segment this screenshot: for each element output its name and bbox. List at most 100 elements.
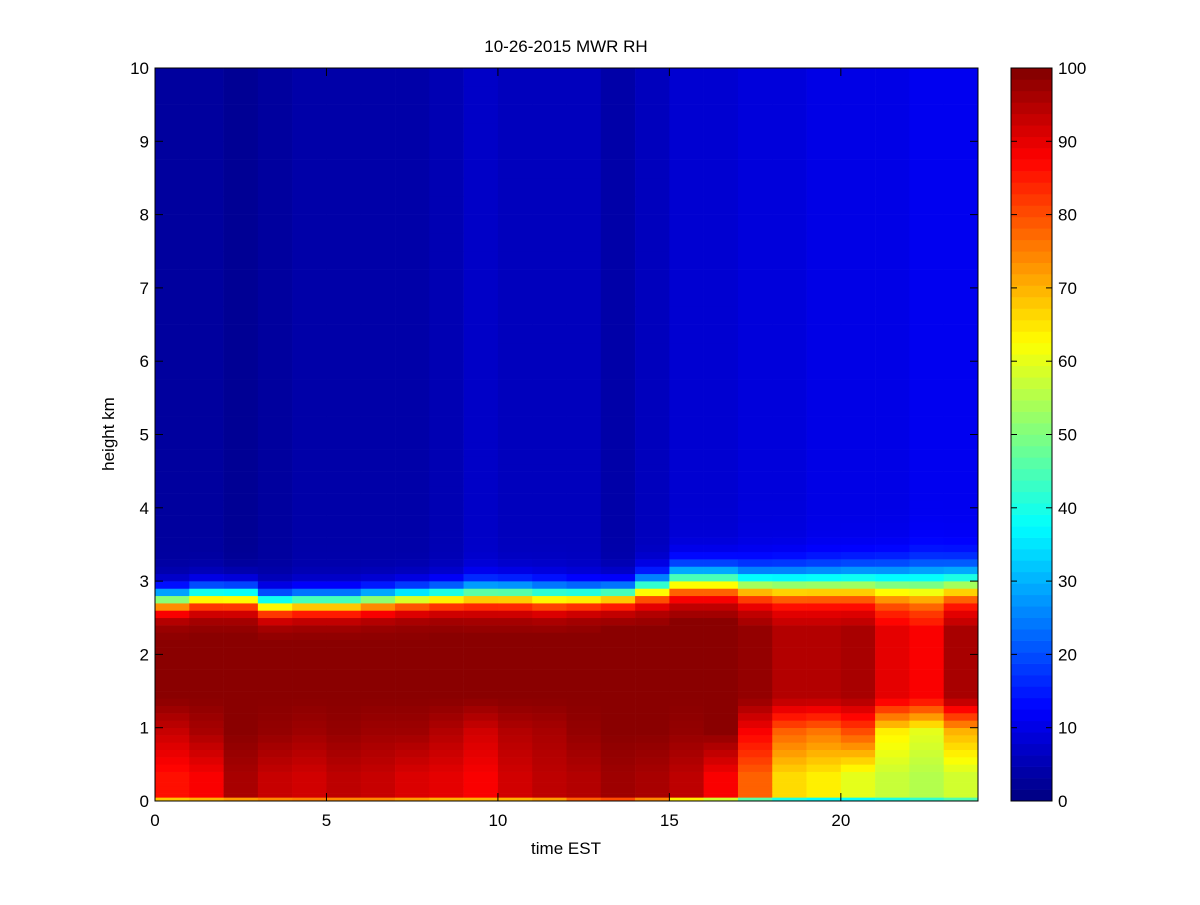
heatmap-cell (463, 500, 499, 509)
heatmap-cell (223, 159, 259, 179)
heatmap-cell (635, 251, 670, 270)
heatmap-cell (257, 595, 293, 604)
heatmap-cell (326, 757, 362, 765)
heatmap-cell (257, 683, 293, 692)
heatmap-cell (155, 705, 190, 714)
heatmap-cell (875, 610, 910, 619)
heatmap-cell (189, 287, 224, 307)
heatmap-cell (497, 793, 533, 798)
heatmap-cell (532, 177, 567, 197)
heatmap-cell (429, 595, 464, 604)
heatmap-cell (429, 463, 464, 472)
heatmap-cell (189, 449, 224, 457)
heatmap-cell (189, 68, 224, 87)
heatmap-cell (703, 742, 739, 750)
heatmap-cell (257, 141, 293, 160)
heatmap-cell (737, 786, 773, 791)
heatmap-cell (703, 691, 739, 699)
heatmap-cell (909, 485, 945, 494)
heatmap-cell (806, 269, 842, 289)
heatmap-cell (566, 757, 602, 765)
heatmap-cell (463, 324, 499, 344)
heatmap-cell (909, 324, 945, 344)
heatmap-cell (463, 676, 499, 685)
heatmap-cell (703, 793, 739, 798)
heatmap-cell (532, 544, 567, 553)
heatmap-cell (360, 214, 396, 234)
heatmap-cell (600, 559, 636, 567)
heatmap-cell (737, 669, 773, 677)
heatmap-cell (635, 683, 670, 692)
heatmap-cell (395, 713, 430, 721)
heatmap-cell (943, 537, 979, 545)
heatmap-cell (532, 529, 567, 538)
y-tick-label: 1 (140, 719, 149, 738)
heatmap-cell (909, 434, 945, 443)
heatmap-cell (292, 559, 327, 567)
heatmap-cell (395, 141, 430, 160)
heatmap-cell (635, 537, 670, 545)
heatmap-cell (635, 764, 670, 772)
heatmap-cell (532, 342, 567, 362)
heatmap-cell (360, 551, 396, 560)
heatmap-cell (772, 196, 807, 215)
heatmap-cell (395, 749, 430, 758)
heatmap-cell (943, 742, 979, 750)
heatmap-cell (155, 434, 190, 443)
heatmap-cell (292, 515, 327, 523)
heatmap-cell (326, 632, 362, 641)
heatmap-cell (703, 342, 739, 362)
heatmap-cell (772, 122, 807, 142)
heatmap-cell (292, 779, 327, 783)
heatmap-cell (806, 691, 842, 699)
heatmap-cell (737, 757, 773, 765)
heatmap-cell (395, 471, 430, 479)
heatmap-cell (223, 379, 259, 399)
heatmap-cell (497, 691, 533, 699)
heatmap-cell (532, 705, 567, 714)
heatmap-cell (772, 471, 807, 479)
heatmap-cell (292, 647, 327, 655)
heatmap-cell (257, 793, 293, 798)
heatmap-cell (463, 507, 499, 516)
heatmap-cell (463, 581, 499, 589)
heatmap-cell (360, 720, 396, 728)
heatmap-cell (257, 544, 293, 553)
heatmap-cell (840, 537, 876, 545)
heatmap-cell (875, 727, 910, 736)
heatmap-cell (292, 669, 327, 677)
heatmap-cell (635, 676, 670, 685)
heatmap-cell (806, 742, 842, 750)
heatmap-cell (875, 537, 910, 545)
heatmap-cell (703, 434, 739, 443)
heatmap-cell (189, 669, 224, 677)
heatmap-cell (360, 196, 396, 215)
heatmap-cell (395, 485, 430, 494)
heatmap-cell (772, 456, 807, 465)
heatmap-cell (395, 361, 430, 380)
heatmap-cell (703, 610, 739, 619)
heatmap-cell (703, 500, 739, 509)
heatmap-cell (943, 797, 979, 802)
heatmap-cell (566, 537, 602, 545)
heatmap-cell (737, 764, 773, 772)
heatmap-cell (532, 793, 567, 798)
heatmap-cell (223, 306, 259, 325)
heatmap-cell (669, 515, 704, 523)
heatmap-cell (497, 654, 533, 663)
heatmap-cell (257, 493, 293, 501)
heatmap-cell (909, 214, 945, 234)
heatmap-cell (223, 691, 259, 699)
heatmap-cell (189, 122, 224, 142)
heatmap-cell (189, 493, 224, 501)
heatmap-cell (909, 537, 945, 545)
heatmap-cell (532, 449, 567, 457)
heatmap-cell (737, 500, 773, 509)
heatmap-cell (463, 196, 499, 215)
heatmap-cell (669, 566, 704, 575)
heatmap-cell (703, 463, 739, 472)
heatmap-cell (772, 698, 807, 707)
heatmap-cell (566, 632, 602, 641)
heatmap-cell (497, 573, 533, 582)
heatmap-cell (223, 397, 259, 417)
